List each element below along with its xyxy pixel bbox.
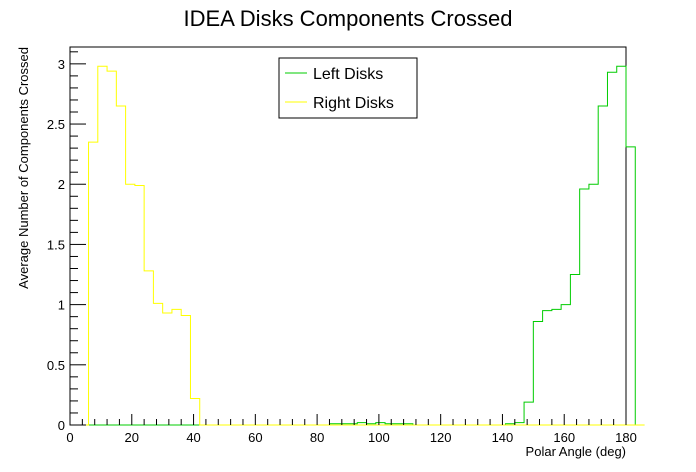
x-tick-label: 100 xyxy=(368,430,390,445)
x-axis-title: Polar Angle (deg) xyxy=(526,444,626,459)
x-tick-label: 60 xyxy=(248,430,262,445)
series-right-disks xyxy=(70,65,645,426)
y-tick-label: 0.5 xyxy=(47,358,65,373)
x-tick-label: 20 xyxy=(125,430,139,445)
histogram-lines xyxy=(70,65,645,426)
y-axis-title: Average Number of Components Crossed xyxy=(16,47,31,289)
y-tick-label: 1 xyxy=(58,298,65,313)
y-tick-label: 3 xyxy=(58,57,65,72)
chart-title: IDEA Disks Components Crossed xyxy=(184,6,513,31)
y-tick-label: 2.5 xyxy=(47,117,65,132)
x-tick-label: 80 xyxy=(310,430,324,445)
x-tick-label: 160 xyxy=(553,430,575,445)
x-tick-label: 0 xyxy=(66,430,73,445)
y-tick-label: 0 xyxy=(58,418,65,433)
y-tick-label: 2 xyxy=(58,177,65,192)
x-tick-label: 140 xyxy=(492,430,514,445)
legend: Left Disks Right Disks xyxy=(278,57,418,119)
x-tick-label: 120 xyxy=(430,430,452,445)
y-axis: 0 0.5 1 1.5 2 2.5 3 xyxy=(47,51,86,433)
series-left-disks xyxy=(70,65,645,426)
legend-label-left-disks: Left Disks xyxy=(313,66,383,83)
x-tick-label: 180 xyxy=(615,430,637,445)
legend-box xyxy=(278,57,418,119)
x-axis: 0 20 40 60 80 100 120 140 160 180 xyxy=(66,414,637,445)
x-tick-label: 40 xyxy=(186,430,200,445)
legend-label-right-disks: Right Disks xyxy=(313,95,394,112)
y-tick-label: 1.5 xyxy=(47,237,65,252)
